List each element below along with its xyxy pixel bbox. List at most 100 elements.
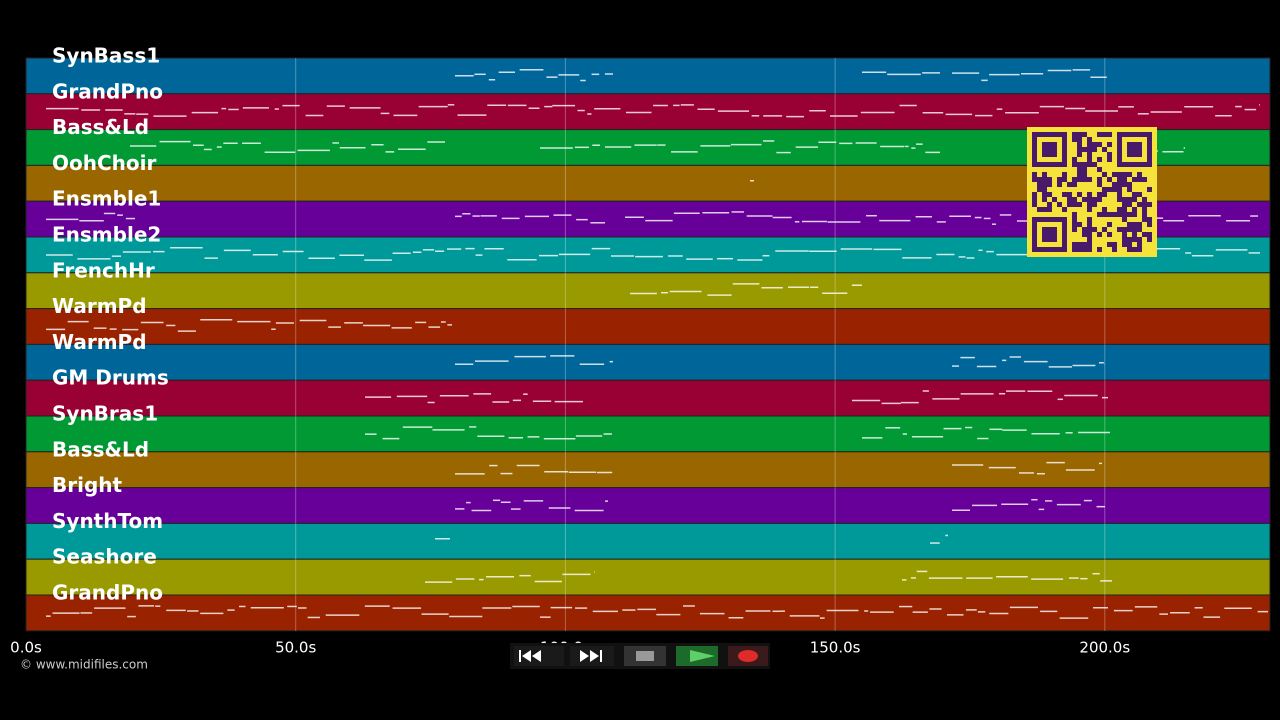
qr-cell: [1062, 227, 1067, 232]
qr-cell: [1052, 247, 1057, 252]
stop-button[interactable]: [624, 646, 666, 666]
qr-cell: [1062, 232, 1067, 237]
qr-cell: [1052, 232, 1057, 237]
qr-cell: [1122, 232, 1127, 237]
qr-cell: [1137, 242, 1142, 247]
qr-cell: [1117, 192, 1122, 197]
qr-cell: [1052, 197, 1057, 202]
qr-cell: [1087, 237, 1092, 242]
qr-cell: [1032, 142, 1037, 147]
qr-cell: [1042, 217, 1047, 222]
qr-cell: [1067, 197, 1072, 202]
qr-cell: [1052, 142, 1057, 147]
track-label: SynthTom: [52, 509, 163, 533]
qr-cell: [1097, 157, 1102, 162]
qr-cell: [1102, 172, 1107, 177]
qr-cell: [1087, 227, 1092, 232]
qr-cell: [1047, 207, 1052, 212]
qr-cell: [1132, 132, 1137, 137]
qr-cell: [1032, 172, 1037, 177]
qr-cell: [1087, 192, 1092, 197]
qr-cell: [1042, 232, 1047, 237]
qr-cell: [1032, 177, 1037, 182]
qr-cell: [1087, 232, 1092, 237]
qr-cell: [1132, 142, 1137, 147]
qr-cell: [1087, 147, 1092, 152]
qr-cell: [1062, 137, 1067, 142]
qr-cell: [1147, 157, 1152, 162]
qr-cell: [1147, 132, 1152, 137]
qr-cell: [1047, 132, 1052, 137]
qr-cell: [1072, 247, 1077, 252]
qr-cell: [1047, 147, 1052, 152]
qr-cell: [1037, 187, 1042, 192]
fast-forward-button[interactable]: [570, 646, 614, 666]
qr-cell: [1032, 217, 1037, 222]
qr-cell: [1117, 197, 1122, 202]
qr-cell: [1147, 187, 1152, 192]
qr-cell: [1082, 162, 1087, 167]
qr-cell: [1082, 177, 1087, 182]
qr-cell: [1047, 227, 1052, 232]
qr-cell: [1047, 237, 1052, 242]
qr-cell: [1137, 222, 1142, 227]
play-button[interactable]: [676, 646, 718, 666]
qr-cell: [1102, 192, 1107, 197]
qr-cell: [1032, 227, 1037, 232]
qr-cell: [1042, 152, 1047, 157]
qr-cell: [1102, 187, 1107, 192]
qr-cell: [1107, 177, 1112, 182]
qr-cell: [1042, 147, 1047, 152]
track-band: [25, 558, 1271, 596]
qr-cell: [1147, 222, 1152, 227]
qr-cell: [1137, 152, 1142, 157]
qr-cell: [1132, 192, 1137, 197]
qr-cell: [1127, 187, 1132, 192]
qr-cell: [1062, 222, 1067, 227]
track-label: OohChoir: [52, 151, 156, 175]
qr-cell: [1147, 237, 1152, 242]
credit: © www.midifiles.com: [20, 658, 148, 672]
qr-cell: [1072, 217, 1077, 222]
time-tick-label: 200.0s: [1079, 639, 1130, 657]
qr-cell: [1112, 212, 1117, 217]
qr-cell: [1137, 142, 1142, 147]
qr-cell: [1112, 187, 1117, 192]
qr-cell: [1052, 162, 1057, 167]
qr-cell: [1127, 172, 1132, 177]
qr-cell: [1042, 132, 1047, 137]
qr-cell: [1097, 232, 1102, 237]
qr-cell: [1082, 232, 1087, 237]
qr-cell: [1052, 237, 1057, 242]
qr-cell: [1077, 162, 1082, 167]
qr-cell: [1037, 207, 1042, 212]
track-label: FrenchHr: [52, 258, 155, 282]
qr-cell: [1077, 177, 1082, 182]
qr-cell: [1072, 227, 1077, 232]
track-band: [25, 343, 1271, 381]
qr-cell: [1042, 162, 1047, 167]
qr-cell: [1112, 247, 1117, 252]
qr-cell: [1032, 222, 1037, 227]
qr-cell: [1137, 247, 1142, 252]
qr-cell: [1062, 147, 1067, 152]
qr-cell: [1132, 232, 1137, 237]
record-button[interactable]: [728, 646, 768, 666]
qr-cell: [1092, 162, 1097, 167]
qr-cell: [1132, 247, 1137, 252]
rewind-button[interactable]: [514, 646, 564, 666]
qr-cell: [1032, 137, 1037, 142]
qr-cell: [1057, 202, 1062, 207]
qr-cell: [1117, 207, 1122, 212]
qr-cell: [1137, 147, 1142, 152]
qr-cell: [1122, 237, 1127, 242]
qr-cell: [1137, 202, 1142, 207]
qr-cell: [1132, 227, 1137, 232]
qr-cell: [1127, 152, 1132, 157]
qr-cell: [1102, 147, 1107, 152]
qr-cell: [1077, 247, 1082, 252]
qr-cell: [1082, 132, 1087, 137]
qr-cell: [1117, 142, 1122, 147]
qr-cell: [1142, 177, 1147, 182]
